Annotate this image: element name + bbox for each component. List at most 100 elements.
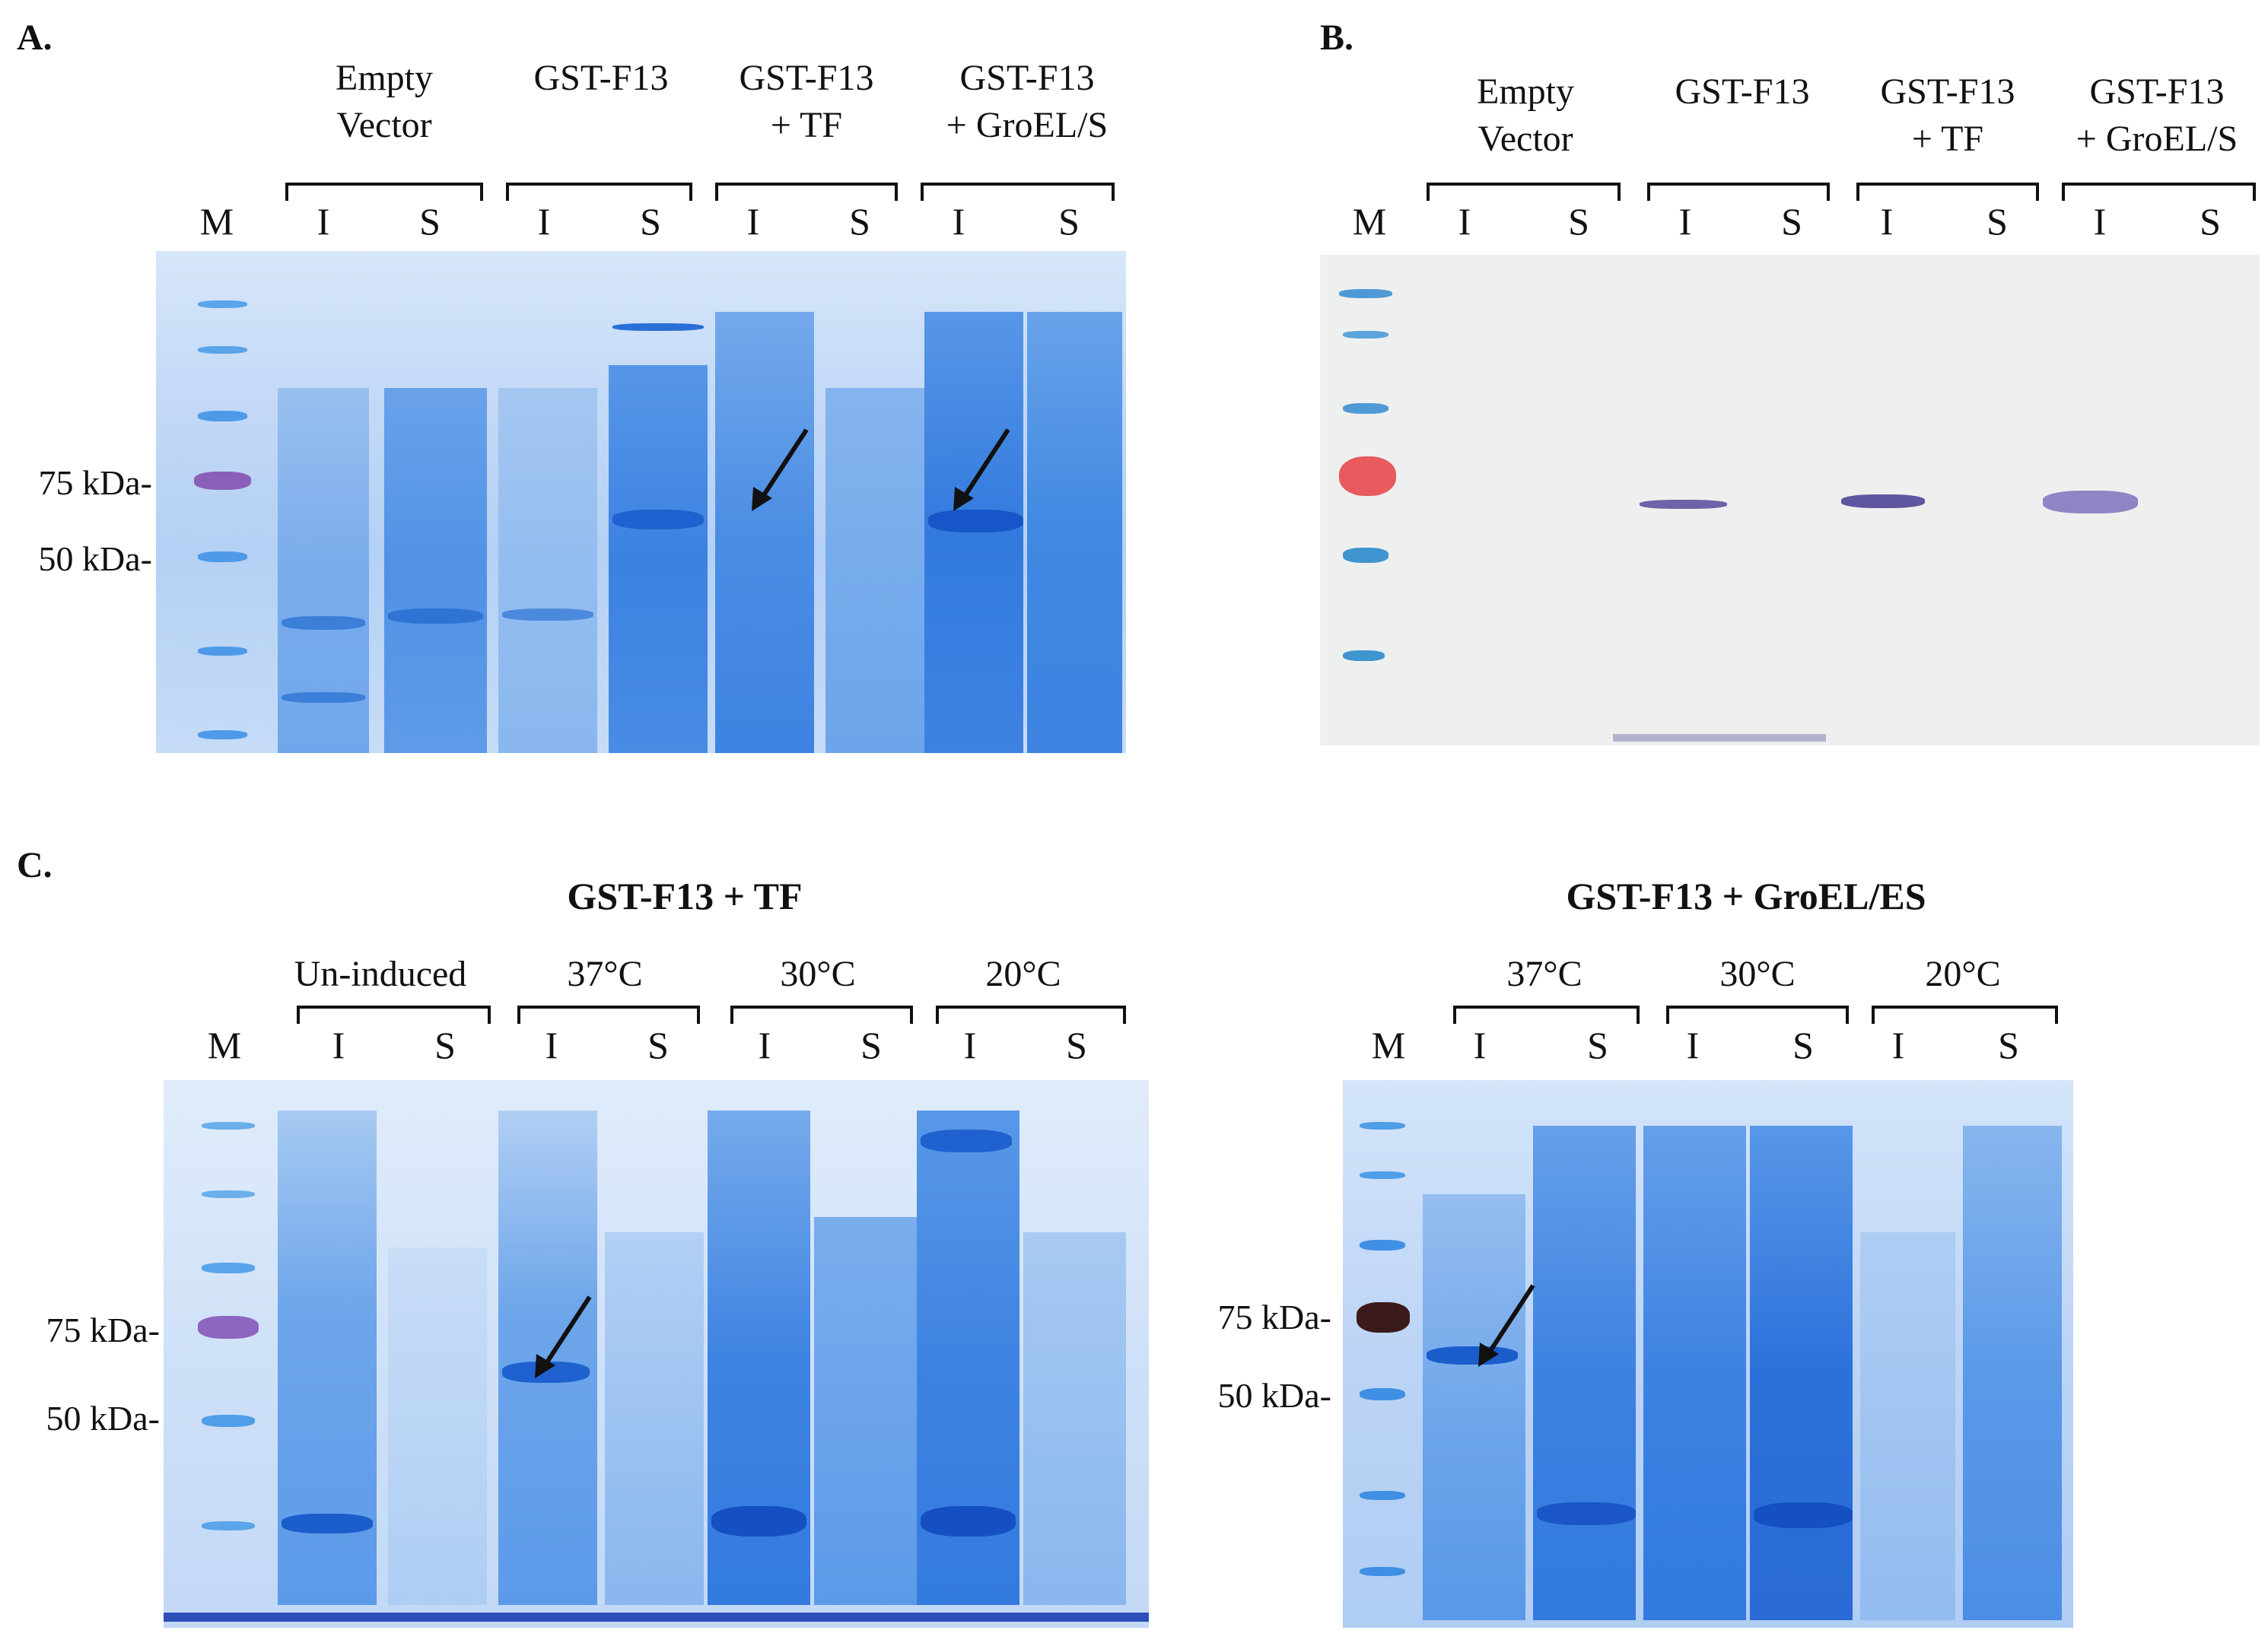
- protein-band-gst-f13: [928, 510, 1023, 532]
- lane-label: S: [849, 200, 870, 243]
- lane-label-marker: M: [1352, 200, 1387, 243]
- panel-c-label: C.: [17, 845, 52, 885]
- group-header-gst-f13: GST-F13: [533, 58, 669, 98]
- gel-image-c-groel: [1343, 1080, 2073, 1628]
- blot-front: [1613, 734, 1826, 742]
- marker-band-75: [1357, 1302, 1410, 1333]
- lane-smear: [1423, 1194, 1525, 1620]
- protein-band: [921, 1506, 1016, 1537]
- marker-band-75: [194, 472, 251, 490]
- mw-marker-50kda: 50 kDa-: [1217, 1376, 1331, 1415]
- group-header-37c: 37°C: [567, 954, 643, 994]
- group-bracket: [1427, 183, 1621, 201]
- group-header-20c: 20°C: [985, 954, 1061, 994]
- arrow-icon: [752, 428, 809, 511]
- gel-image-c-tf: [164, 1080, 1149, 1628]
- arrow-icon: [535, 1295, 592, 1378]
- marker-band: [1360, 1491, 1405, 1500]
- lane-label: S: [1792, 1024, 1814, 1066]
- group-header-empty-vector: Empty Vector: [1477, 72, 1574, 159]
- lane-label: I: [2093, 200, 2107, 243]
- protein-band: [282, 616, 365, 630]
- mw-marker-75kda: 75 kDa-: [46, 1311, 160, 1349]
- lane-label: S: [434, 1024, 456, 1066]
- lane-smear: [1963, 1126, 2062, 1620]
- group-header-uninduced: Un-induced: [294, 954, 467, 994]
- marker-band: [202, 1190, 255, 1198]
- marker-band: [198, 300, 247, 308]
- lane-smear: [924, 312, 1023, 753]
- arrow-icon: [1478, 1284, 1535, 1367]
- gel-title-tf: GST-F13 + TF: [567, 875, 803, 917]
- marker-band: [202, 1521, 255, 1530]
- marker-band: [202, 1263, 255, 1273]
- lane-smear: [1643, 1126, 1746, 1620]
- group-header-gst-f13-groel: GST-F13 + GroEL/S: [2076, 72, 2238, 159]
- group-bracket: [297, 1006, 491, 1024]
- lane-smear: [388, 1247, 487, 1605]
- lane-label: I: [952, 200, 965, 243]
- marker-band: [1339, 289, 1392, 298]
- group-bracket: [730, 1006, 913, 1024]
- protein-band: [711, 1506, 806, 1537]
- group-bracket: [1453, 1006, 1640, 1024]
- lane-label: S: [1998, 1024, 2019, 1066]
- lane-smear: [1750, 1126, 1853, 1620]
- protein-band: [1754, 1502, 1853, 1528]
- lane-smear: [1533, 1126, 1636, 1620]
- protein-band: [282, 1514, 373, 1533]
- marker-band: [1360, 1240, 1405, 1251]
- panel-b-label: B.: [1320, 17, 1354, 58]
- group-bracket: [921, 183, 1115, 201]
- marker-band: [202, 1415, 255, 1427]
- lane-label: I: [758, 1024, 771, 1066]
- lane-label: I: [1891, 1024, 1905, 1066]
- marker-band: [202, 1122, 255, 1130]
- group-bracket: [1856, 183, 2039, 201]
- protein-band: [502, 609, 593, 621]
- group-bracket: [285, 183, 483, 201]
- group-header-30c: 30°C: [1719, 954, 1796, 994]
- group-bracket: [715, 183, 898, 201]
- lane-label: S: [640, 200, 661, 243]
- mw-marker-50kda: 50 kDa-: [38, 539, 152, 578]
- lane-smear: [498, 388, 597, 753]
- protein-band: [1537, 1502, 1636, 1525]
- lane-label: I: [963, 1024, 977, 1066]
- lane-smear: [825, 388, 924, 753]
- blot-band-gst-f13-tf: [1841, 494, 1925, 508]
- group-header-37c: 37°C: [1506, 954, 1583, 994]
- group-header-20c: 20°C: [1925, 954, 2001, 994]
- marker-band: [198, 411, 247, 421]
- group-header-gst-f13-groel: GST-F13 + GroEL/S: [946, 58, 1109, 145]
- lane-label: S: [1568, 200, 1589, 243]
- group-header-gst-f13: GST-F13: [1675, 72, 1810, 112]
- lane-smear: [1027, 312, 1122, 753]
- lane-label: I: [746, 200, 760, 243]
- marker-band: [1360, 1122, 1405, 1130]
- group-bracket: [1872, 1006, 2058, 1024]
- protein-band-gst-f13: [612, 510, 704, 529]
- lane-label-marker: M: [1371, 1024, 1406, 1066]
- blot-band-gst-f13-groel: [2043, 491, 2138, 513]
- lane-label: S: [2200, 200, 2221, 243]
- group-bracket: [517, 1006, 700, 1024]
- lane-label-marker: M: [207, 1024, 242, 1066]
- lane-smear: [715, 312, 814, 753]
- lane-label: S: [1587, 1024, 1608, 1066]
- lane-label: I: [537, 200, 551, 243]
- lane-label: S: [1058, 200, 1080, 243]
- marker-band: [198, 730, 247, 739]
- group-header-empty-vector: Empty Vector: [336, 58, 433, 145]
- protein-band: [612, 323, 704, 331]
- lane-label-marker: M: [199, 200, 234, 243]
- lane-label: S: [1781, 200, 1802, 243]
- lane-label: S: [1986, 200, 2008, 243]
- marker-band-75: [1339, 456, 1396, 496]
- dye-front: [164, 1613, 1149, 1622]
- protein-band: [388, 609, 483, 624]
- group-header-gst-f13-tf: GST-F13 + TF: [1880, 72, 2015, 159]
- marker-band: [1343, 331, 1388, 338]
- marker-band: [198, 551, 247, 562]
- lane-label: I: [317, 200, 330, 243]
